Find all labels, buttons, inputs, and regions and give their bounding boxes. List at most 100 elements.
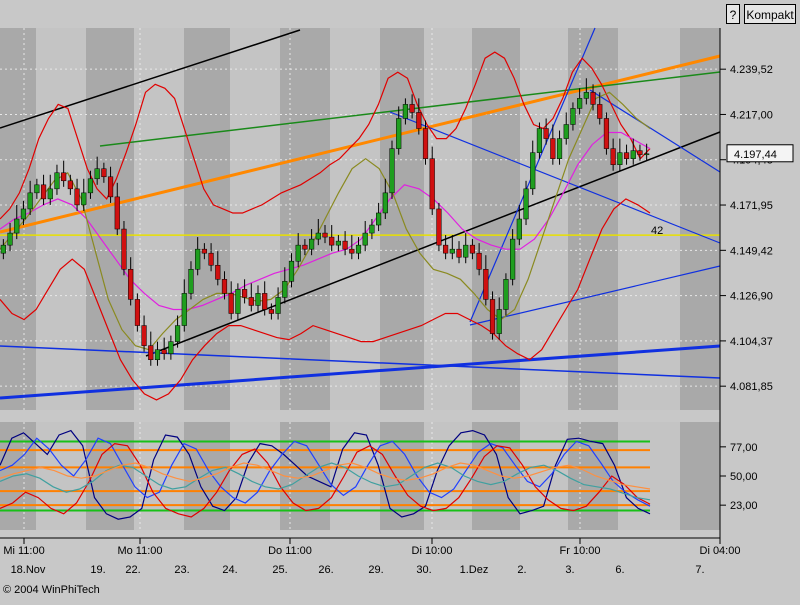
- trend-line-blue-down1: [389, 111, 721, 244]
- candle-body: [443, 244, 449, 254]
- candle-body: [510, 238, 516, 280]
- candle-body: [94, 168, 100, 180]
- candle-body: [134, 299, 140, 326]
- x-date-label: 22.: [125, 564, 140, 576]
- candle-body: [221, 279, 228, 294]
- candle-body: [436, 208, 442, 246]
- indicator-bollinger-lower: [0, 198, 651, 401]
- candle-body: [141, 325, 147, 346]
- x-date-label: 30.: [416, 564, 431, 576]
- candle-body: [476, 252, 482, 270]
- candle-body: [362, 232, 368, 246]
- x-time-label: Fr 10:00: [560, 545, 601, 557]
- candle-body: [235, 289, 241, 314]
- candle-body: [402, 104, 409, 119]
- candle-body: [396, 118, 402, 149]
- candle-body: [81, 192, 87, 206]
- x-date-label: 23.: [174, 564, 189, 576]
- osc-series-line: [0, 462, 651, 490]
- candle-body: [456, 248, 462, 258]
- candle-body: [603, 118, 610, 149]
- osc-series-line: [0, 442, 651, 518]
- candle-body: [54, 172, 60, 190]
- candle-body: [268, 309, 274, 314]
- x-date-label: 24.: [222, 564, 237, 576]
- osc-series-line: [0, 437, 651, 507]
- osc-day-band: [134, 422, 184, 530]
- annotation-label: 42: [651, 225, 663, 237]
- x-date-label: 2.: [517, 564, 526, 576]
- candle-body: [20, 208, 27, 220]
- x-time-label: Do 11:00: [268, 545, 312, 557]
- candle-body: [422, 128, 429, 159]
- y-tick-label: 4.171,95: [730, 200, 773, 212]
- day-band: [424, 28, 472, 410]
- candle-body: [483, 269, 489, 300]
- last-price-label: 4.197,44: [734, 149, 777, 161]
- candle-body: [282, 281, 288, 298]
- day-band: [36, 28, 86, 410]
- candle-body: [188, 269, 194, 294]
- candle-body: [329, 236, 335, 246]
- trend-line-blue-thick: [0, 344, 721, 400]
- candle-body: [128, 269, 134, 300]
- x-time-label: Di 10:00: [412, 545, 453, 557]
- help-button[interactable]: ?: [726, 4, 740, 24]
- last-price-box: [726, 144, 794, 163]
- candle-body: [67, 180, 73, 190]
- candle-body: [27, 192, 33, 210]
- y-tick-label: 4.081,85: [730, 381, 773, 393]
- candle-body: [429, 158, 435, 210]
- candle-body: [161, 349, 167, 354]
- candle-body: [288, 260, 295, 282]
- trend-line-blue-mid: [469, 265, 721, 326]
- candle-body: [61, 172, 67, 182]
- candle-body: [148, 345, 154, 360]
- candle-body: [275, 297, 281, 314]
- candle-body: [0, 244, 6, 254]
- candle-body: [215, 264, 221, 280]
- candle-body: [570, 108, 576, 125]
- compact-button[interactable]: Kompakt: [744, 4, 796, 24]
- candle-body: [309, 238, 315, 250]
- candle-body: [590, 92, 596, 105]
- candle-body: [355, 244, 362, 254]
- axis-panel: [720, 0, 800, 600]
- candle-body: [335, 240, 341, 246]
- candle-body: [101, 168, 107, 178]
- osc-day-band: [36, 422, 86, 530]
- candle-body: [523, 188, 529, 220]
- candle-body: [530, 152, 536, 190]
- candle-body: [376, 212, 382, 226]
- trend-line-black-upper: [0, 29, 301, 129]
- candle-body: [322, 232, 328, 238]
- copyright-text: © 2004 WinPhiTech: [3, 584, 100, 596]
- candle-body: [349, 248, 355, 254]
- day-band: [230, 28, 280, 410]
- candle-body: [536, 128, 543, 153]
- candle-body: [563, 124, 569, 139]
- panel-gap: [0, 410, 720, 422]
- candle-body: [168, 341, 174, 354]
- osc-y-tick-label: 50,00: [730, 471, 758, 483]
- candle-body: [255, 293, 261, 306]
- candle-body: [114, 196, 120, 230]
- osc-y-tick-label: 23,00: [730, 500, 758, 512]
- x-time-label: Mo 11:00: [117, 545, 162, 557]
- day-band: [280, 28, 330, 410]
- candle-body: [181, 293, 187, 326]
- x-time-label: Di 04:00: [700, 545, 741, 557]
- x-date-label: 29.: [368, 564, 383, 576]
- trend-line-black-lower: [145, 131, 721, 357]
- y-tick-label: 4.239,52: [730, 64, 773, 76]
- candle-body: [516, 218, 522, 240]
- candle-body: [389, 148, 395, 194]
- candle-body: [201, 248, 207, 254]
- candle-body: [295, 244, 301, 262]
- candle-body: [342, 240, 348, 250]
- candle-body: [597, 104, 603, 119]
- osc-day-band: [618, 422, 680, 530]
- trend-line-blue-flat: [0, 345, 721, 379]
- candle-body: [208, 252, 214, 266]
- x-date-label: 18.Nov: [11, 564, 46, 576]
